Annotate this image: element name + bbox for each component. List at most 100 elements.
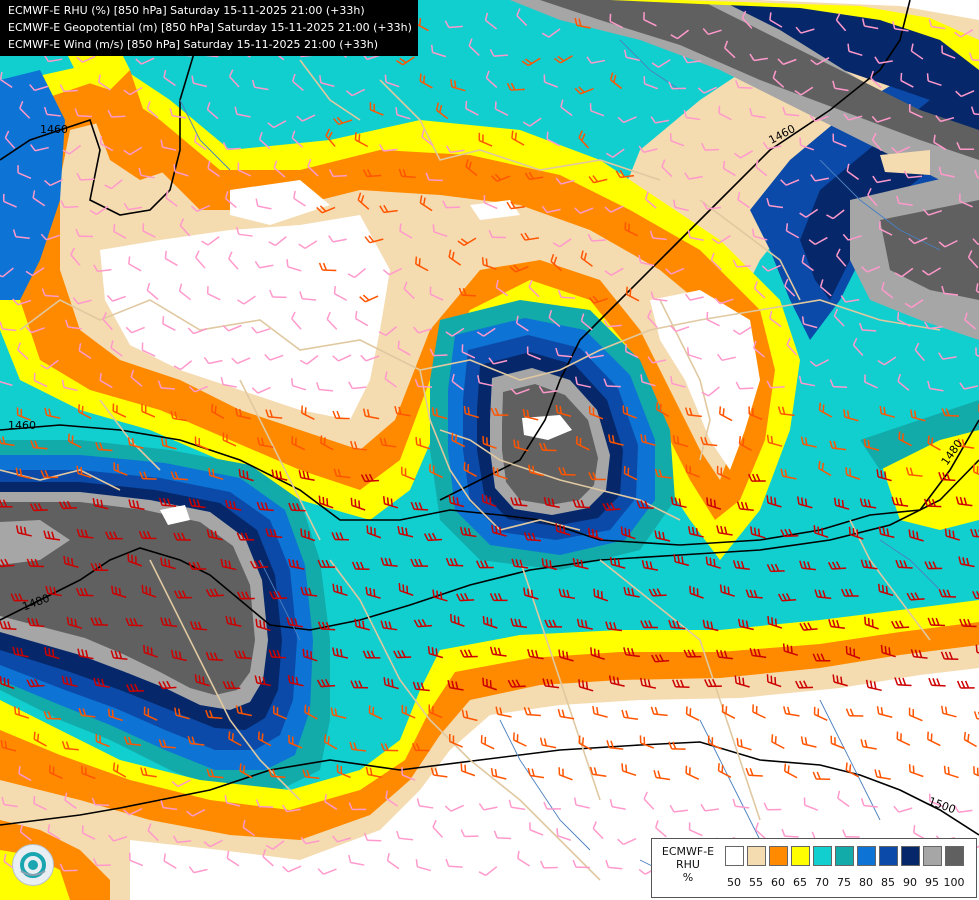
wind-barb	[710, 252, 722, 271]
wind-barb	[864, 616, 879, 630]
wind-barb	[926, 73, 942, 87]
wind-barb	[798, 375, 816, 387]
wind-barb	[268, 236, 287, 247]
wind-barb	[10, 593, 29, 602]
wind-barb	[526, 346, 541, 361]
wind-barb	[235, 407, 252, 420]
wind-barb	[482, 615, 498, 629]
wind-barb	[393, 650, 412, 659]
wind-barb	[903, 170, 923, 179]
wind-barb	[621, 709, 639, 720]
country-border	[599, 559, 761, 821]
wind-barb	[460, 763, 476, 777]
contour-label: 1460	[40, 123, 68, 136]
wind-barb	[44, 407, 61, 419]
wind-barb	[330, 707, 347, 719]
legend-tick-label: 100	[943, 876, 965, 889]
wind-barb	[560, 99, 573, 117]
wind-barb	[235, 226, 253, 237]
wind-barb	[75, 587, 94, 597]
wind-barb	[623, 49, 640, 62]
wind-barb	[780, 179, 800, 186]
wind-barb	[458, 287, 477, 297]
wind-barb	[771, 734, 785, 750]
wind-barb	[871, 132, 883, 152]
rhu-band	[0, 70, 65, 300]
wind-barb	[829, 379, 848, 388]
wind-barb	[928, 19, 946, 30]
wind-barb	[900, 72, 914, 88]
wind-barb	[465, 100, 479, 116]
wind-barb	[1, 796, 18, 808]
wind-barb	[172, 835, 192, 844]
wind-barb	[25, 326, 45, 334]
wind-barb	[369, 102, 384, 116]
wind-barb	[351, 561, 370, 571]
wind-barb	[733, 150, 754, 159]
wind-barb	[782, 106, 800, 117]
wind-barb	[589, 103, 605, 117]
wind-barb	[3, 193, 17, 208]
wind-barb	[717, 353, 736, 362]
wind-barb	[668, 619, 686, 630]
wind-barb	[651, 59, 671, 68]
wind-barb	[179, 218, 191, 237]
wind-barb	[463, 405, 479, 419]
wind-barb	[76, 528, 94, 539]
wind-barb	[107, 708, 123, 722]
wind-barb	[108, 834, 128, 842]
wind-barb	[62, 144, 82, 155]
wind-barb	[81, 765, 96, 780]
wind-barb	[605, 148, 625, 158]
river	[879, 539, 941, 591]
wind-barb	[813, 706, 828, 722]
wind-barb	[515, 315, 529, 332]
wind-barb	[809, 115, 829, 122]
wind-barb	[222, 680, 241, 690]
wind-barb	[608, 434, 624, 446]
wind-barb	[110, 650, 128, 660]
wind-barb	[780, 528, 799, 538]
wind-barb	[286, 259, 302, 272]
geopotential-contour	[0, 741, 979, 836]
wind-barb	[908, 103, 923, 119]
wind-barb	[70, 247, 81, 266]
wind-barb	[668, 81, 687, 90]
wind-barb	[670, 496, 687, 509]
wind-barb	[345, 88, 366, 97]
wind-barb	[578, 130, 590, 149]
wind-barb	[672, 434, 689, 448]
wind-barb	[574, 17, 591, 29]
rhu-band	[880, 150, 930, 175]
wind-barb	[380, 743, 399, 752]
wind-barb	[643, 791, 655, 810]
country-border	[659, 299, 711, 461]
wind-barb	[558, 467, 576, 476]
wind-barb	[195, 250, 206, 269]
wind-barb	[493, 830, 512, 840]
wind-barb	[609, 13, 624, 29]
wind-barb	[173, 164, 189, 177]
wind-barb	[485, 70, 498, 89]
wind-barb	[461, 344, 476, 359]
wind-barb	[348, 802, 367, 811]
wind-barb	[12, 646, 29, 658]
wind-barb	[188, 498, 206, 509]
wind-barb	[482, 435, 497, 450]
wind-barb	[714, 297, 734, 305]
wind-barb	[225, 499, 242, 511]
wind-barb	[0, 676, 15, 690]
legend-model: ECMWF-E	[661, 845, 715, 858]
wind-barb	[316, 382, 334, 392]
geopotential-contour	[0, 419, 979, 546]
wind-barb	[539, 737, 557, 749]
wind-barb	[273, 705, 287, 720]
wind-barb	[429, 463, 443, 479]
wind-barb	[481, 494, 497, 507]
wind-barb	[813, 525, 829, 538]
wind-barb	[762, 141, 782, 150]
wind-barb	[529, 822, 544, 836]
wind-barb	[291, 435, 306, 451]
wind-barb	[890, 620, 910, 629]
wind-barb	[858, 322, 877, 332]
